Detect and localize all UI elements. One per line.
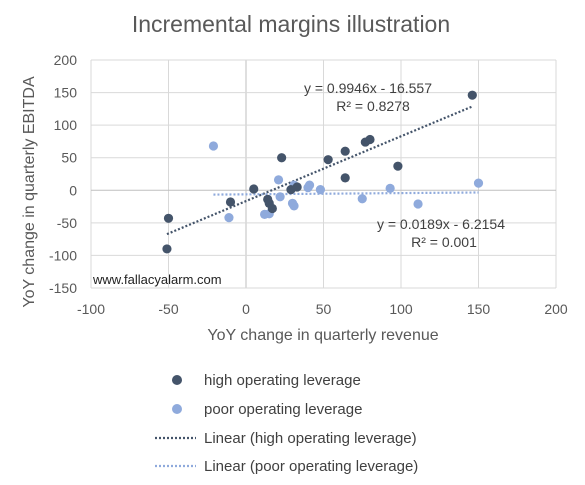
- point-poor-operating-leverage: [289, 201, 299, 211]
- y-tick-label: -50: [57, 215, 77, 231]
- x-tick-label: -100: [77, 301, 105, 317]
- point-high-operating-leverage: [267, 203, 277, 214]
- point-poor-operating-leverage: [385, 183, 395, 193]
- point-high-operating-leverage: [162, 244, 172, 254]
- y-tick-label: 200: [54, 52, 78, 68]
- x-axis-title: YoY change in quarterly revenue: [207, 327, 438, 344]
- y-axis-title: YoY change in quarterly EBITDA: [21, 76, 38, 308]
- trendlines: [166, 105, 479, 236]
- x-tick-label: 50: [316, 301, 332, 317]
- point-poor-operating-leverage: [208, 141, 219, 151]
- y-tick-label: 0: [69, 182, 77, 198]
- y-tick-label: 50: [61, 150, 77, 166]
- legend: high operating leverage poor operating l…: [155, 372, 418, 475]
- trend-equation-poor: y = 0.0189x - 6.2154: [377, 216, 505, 232]
- data-points: [162, 90, 484, 254]
- point-high-operating-leverage: [323, 155, 333, 165]
- point-high-operating-leverage: [292, 182, 302, 192]
- x-tick-label: -50: [158, 301, 178, 317]
- trend-r2-high: R² = 0.8278: [336, 98, 410, 114]
- x-tick-label: 150: [467, 301, 491, 317]
- y-tick-label: -100: [49, 247, 77, 263]
- x-tick-label: 100: [389, 301, 413, 317]
- point-poor-operating-leverage: [357, 194, 367, 204]
- legend-label-high: high operating leverage: [204, 372, 361, 389]
- point-high-operating-leverage: [249, 184, 259, 194]
- y-tick-label: 150: [54, 85, 78, 101]
- point-poor-operating-leverage: [315, 185, 325, 195]
- point-high-operating-leverage: [393, 161, 403, 171]
- point-high-operating-leverage: [467, 90, 477, 100]
- legend-label-poor: poor operating leverage: [204, 401, 362, 418]
- point-high-operating-leverage: [365, 134, 375, 145]
- point-poor-operating-leverage: [473, 178, 484, 188]
- chart-title: Incremental margins illustration: [132, 11, 450, 37]
- trend-r2-poor: R² = 0.001: [411, 234, 477, 250]
- y-tick-label: -150: [49, 280, 77, 296]
- trendline-poor: [213, 191, 479, 196]
- point-high-operating-leverage: [277, 153, 287, 163]
- point-poor-operating-leverage: [273, 175, 284, 185]
- legend-marker-high: [172, 375, 182, 385]
- legend-label-trend-poor: Linear (poor operating leverage): [204, 458, 418, 475]
- trendline-high: [166, 105, 473, 236]
- watermark-text: www.fallacyalarm.com: [92, 272, 222, 287]
- legend-label-trend-high: Linear (high operating leverage): [204, 430, 417, 447]
- trend-equation-high: y = 0.9946x - 16.557: [304, 80, 432, 96]
- x-tick-label: 200: [544, 301, 568, 317]
- point-poor-operating-leverage: [413, 199, 423, 209]
- point-high-operating-leverage: [163, 213, 174, 223]
- point-poor-operating-leverage: [304, 180, 315, 190]
- tick-labels: -100 -50 0 50 100 150 200-150-100-500501001502…: [49, 52, 568, 317]
- point-high-operating-leverage: [340, 146, 350, 156]
- y-tick-label: 100: [54, 117, 78, 133]
- point-poor-operating-leverage: [224, 213, 234, 223]
- gridlines: [90, 59, 557, 289]
- x-tick-label: 0: [242, 301, 250, 317]
- point-high-operating-leverage: [340, 173, 350, 183]
- point-high-operating-leverage: [225, 197, 236, 207]
- point-poor-operating-leverage: [275, 192, 285, 202]
- legend-marker-poor: [172, 404, 182, 414]
